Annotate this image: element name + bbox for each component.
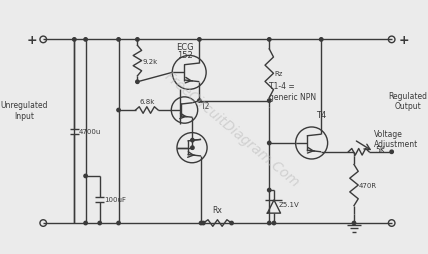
Text: T4: T4	[316, 111, 327, 120]
Circle shape	[320, 39, 323, 42]
Text: 6.8k: 6.8k	[139, 99, 155, 104]
Circle shape	[136, 81, 139, 84]
Circle shape	[230, 221, 233, 225]
Text: FreeCircuitDiagram.Com: FreeCircuitDiagram.Com	[161, 69, 302, 189]
Circle shape	[117, 109, 120, 112]
Circle shape	[198, 39, 201, 42]
Circle shape	[268, 189, 271, 192]
Circle shape	[202, 221, 205, 225]
Text: 5K: 5K	[376, 146, 386, 155]
Text: Regulated
Output: Regulated Output	[388, 91, 427, 111]
Circle shape	[117, 221, 120, 225]
Circle shape	[136, 39, 139, 42]
Circle shape	[199, 221, 203, 225]
Circle shape	[84, 221, 87, 225]
Circle shape	[268, 39, 271, 42]
Circle shape	[84, 39, 87, 42]
Circle shape	[352, 221, 356, 225]
Circle shape	[268, 142, 271, 145]
Text: +: +	[398, 34, 409, 47]
Circle shape	[268, 100, 271, 103]
Text: Z5.1V: Z5.1V	[279, 201, 300, 207]
Circle shape	[272, 221, 276, 225]
Text: 470R: 470R	[359, 182, 377, 188]
Circle shape	[98, 221, 101, 225]
Circle shape	[73, 39, 76, 42]
Text: Voltage
Adjustment: Voltage Adjustment	[374, 129, 418, 149]
Text: Rz: Rz	[274, 71, 282, 77]
Text: 4700u: 4700u	[79, 129, 101, 135]
Circle shape	[84, 174, 87, 178]
Circle shape	[198, 100, 201, 103]
Text: T2: T2	[200, 101, 210, 110]
Text: +: +	[27, 34, 37, 47]
Circle shape	[117, 39, 120, 42]
Circle shape	[191, 139, 194, 142]
Text: 9.2k: 9.2k	[142, 58, 158, 64]
Circle shape	[191, 146, 194, 150]
Text: ECG: ECG	[175, 43, 193, 52]
Text: Rx: Rx	[213, 205, 223, 214]
Circle shape	[268, 221, 271, 225]
Text: T1-4 =
generic NPN: T1-4 = generic NPN	[269, 82, 316, 102]
Text: Unregulated
Input: Unregulated Input	[1, 101, 48, 120]
Circle shape	[390, 151, 393, 154]
Text: 100uF: 100uF	[104, 197, 126, 203]
Text: 152: 152	[177, 51, 192, 60]
